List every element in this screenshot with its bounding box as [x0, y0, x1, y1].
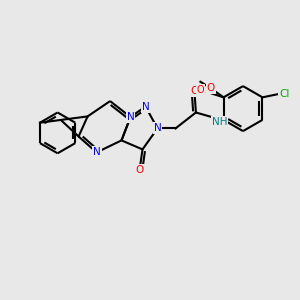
Text: NH: NH [212, 117, 227, 127]
Text: O: O [207, 83, 215, 93]
Text: O: O [190, 85, 199, 96]
Text: O: O [135, 165, 144, 176]
Text: N: N [93, 147, 101, 158]
Text: N: N [127, 112, 134, 122]
Text: N: N [154, 123, 161, 134]
Text: N: N [142, 101, 149, 112]
Text: Cl: Cl [279, 89, 290, 99]
Text: O: O [196, 85, 204, 95]
